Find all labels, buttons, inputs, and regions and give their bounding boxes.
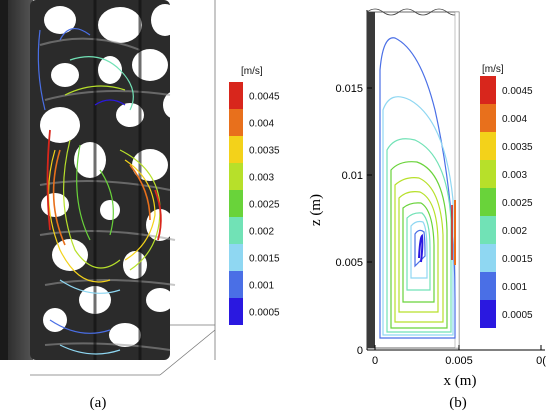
lattice-render bbox=[0, 0, 216, 376]
colorbar-a-label-8: 0.0005 bbox=[249, 308, 280, 319]
gyroid-lattice bbox=[30, 0, 187, 360]
colorbar-a-label-1: 0.004 bbox=[249, 119, 274, 130]
streamlines-b bbox=[379, 37, 456, 339]
colorbar-b-label-1: 0.004 bbox=[502, 114, 527, 125]
colorbar-a-label-4: 0.0025 bbox=[249, 200, 280, 211]
colorbar-a-unit: [m/s] bbox=[241, 66, 263, 77]
x-axis-label: x (m) bbox=[444, 373, 477, 389]
colorbar-a-swatch-8 bbox=[229, 298, 243, 325]
colorbar-a-swatch-3 bbox=[229, 163, 243, 190]
colorbar-b-swatch-8 bbox=[480, 300, 496, 328]
colorbar-b-label-4: 0.0025 bbox=[502, 198, 533, 209]
x-tick-label-1: 0.005 bbox=[445, 355, 473, 367]
colorbar-a-label-6: 0.0015 bbox=[249, 254, 280, 265]
colorbar-b-swatch-7 bbox=[480, 272, 496, 300]
colorbar-a-label-7: 0.001 bbox=[249, 281, 274, 292]
y-tick-label-1: 0.005 bbox=[335, 257, 363, 269]
colorbar-b-swatch-5 bbox=[480, 216, 496, 244]
colorbar-b-label-3: 0.003 bbox=[502, 170, 527, 181]
colorbar-b-label-7: 0.001 bbox=[502, 282, 527, 293]
colorbar-b-swatch-4 bbox=[480, 188, 496, 216]
streamline-plot-b: 0 0.005 0.01 0.015 0 0.005 0( z (m) x (m) bbox=[295, 0, 550, 395]
colorbar-a-swatch-4 bbox=[229, 190, 243, 217]
colorbar-b-swatch-3 bbox=[480, 160, 496, 188]
colorbar-a-label-5: 0.002 bbox=[249, 227, 274, 238]
render-panel-a bbox=[0, 0, 230, 380]
y-axis-label: z (m) bbox=[308, 194, 324, 226]
colorbar-a-label-0: 0.0045 bbox=[249, 92, 280, 103]
colorbar-b-label-2: 0.0035 bbox=[502, 142, 533, 153]
colorbar-b-swatch-1 bbox=[480, 104, 496, 132]
caption-b: (b) bbox=[449, 395, 467, 411]
colorbar-b-label-6: 0.0015 bbox=[502, 254, 533, 265]
y-tick-label-2: 0.01 bbox=[342, 170, 363, 182]
colorbar-a-swatch-7 bbox=[229, 271, 243, 298]
colorbar-a-label-3: 0.003 bbox=[249, 173, 274, 184]
x-tick-label-0: 0 bbox=[372, 355, 378, 367]
colorbar-b-label-5: 0.002 bbox=[502, 226, 527, 237]
y-tick-label-0: 0 bbox=[357, 345, 363, 357]
colorbar-a-swatch-5 bbox=[229, 217, 243, 244]
colorbar-b-swatch-6 bbox=[480, 244, 496, 272]
x-axis-ticks: 0 0.005 0( bbox=[372, 345, 546, 367]
x-tick-label-2: 0( bbox=[536, 355, 546, 367]
y-tick-label-3: 0.015 bbox=[335, 83, 363, 95]
caption-a: (a) bbox=[89, 395, 107, 411]
y-axis-ticks: 0 0.005 0.01 0.015 bbox=[335, 83, 372, 357]
streamlines-a bbox=[37, 28, 162, 355]
colorbar-a-swatch-0 bbox=[229, 82, 243, 109]
colorbar-b-swatch-2 bbox=[480, 132, 496, 160]
colorbar-b: [m/s] 0.0045 0.004 0.0035 0.003 0.0025 0.002 0… bbox=[470, 60, 545, 335]
colorbar-b-label-0: 0.0045 bbox=[502, 86, 533, 97]
colorbar-a-label-2: 0.0035 bbox=[249, 146, 280, 157]
colorbar-a: [m/s] 0.0045 0.004 0.0035 0.003 0.0025 0.002 0… bbox=[225, 62, 295, 332]
colorbar-a-swatch-2 bbox=[229, 136, 243, 163]
colorbar-b-swatch-0 bbox=[480, 76, 496, 104]
colorbar-b-unit: [m/s] bbox=[482, 64, 504, 75]
colorbar-b-label-8: 0.0005 bbox=[502, 310, 533, 321]
colorbar-a-swatch-6 bbox=[229, 244, 243, 271]
colorbar-a-swatch-1 bbox=[229, 109, 243, 136]
plot-b-svg: 0 0.005 0.01 0.015 0 0.005 0( z (m) x (m) bbox=[308, 8, 546, 389]
